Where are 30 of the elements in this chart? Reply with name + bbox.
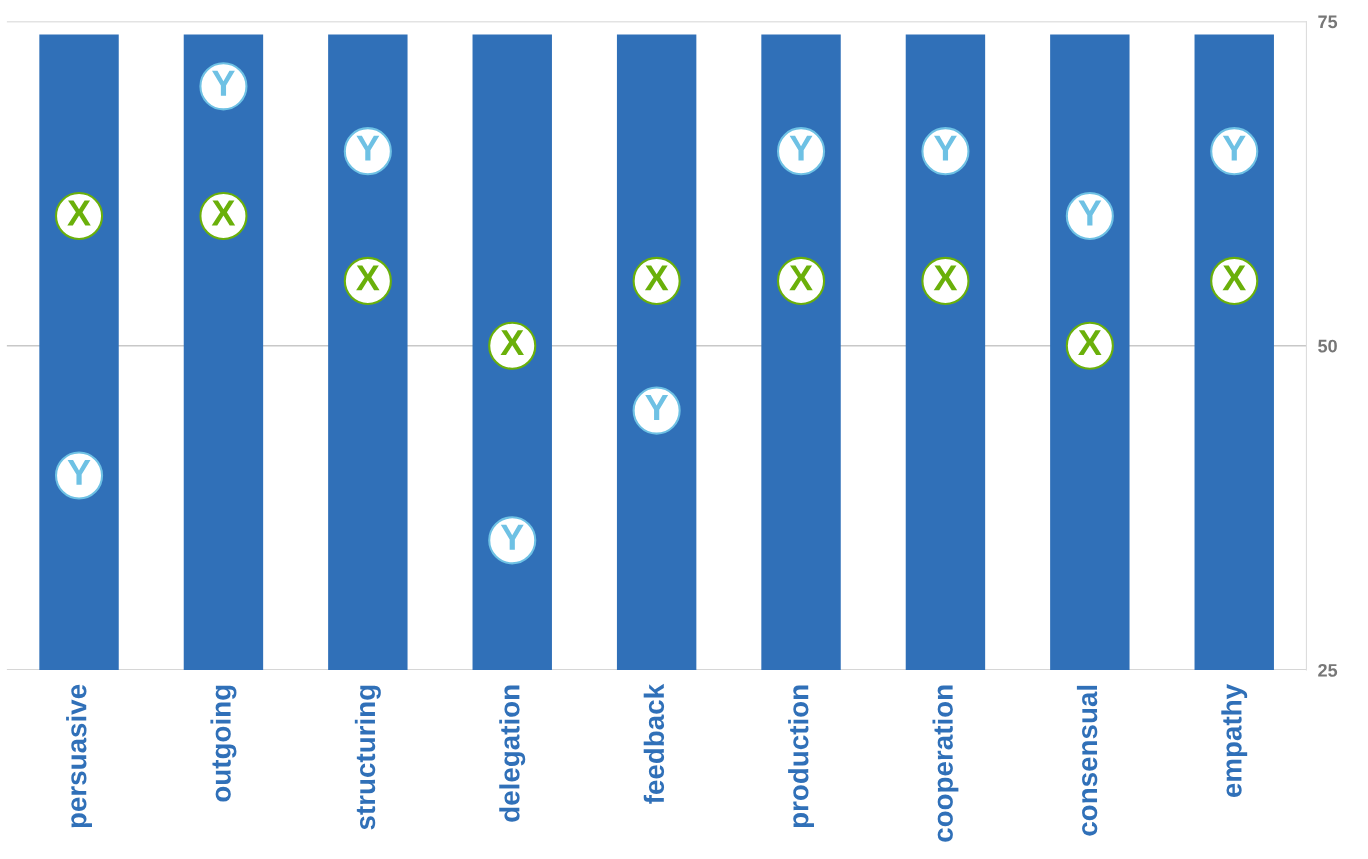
x-tick-label: production — [788, 685, 814, 828]
text: X — [933, 265, 958, 291]
text: Y — [645, 395, 669, 420]
series-label: X — [1078, 330, 1102, 356]
text: X — [356, 265, 380, 291]
text: Y — [500, 524, 524, 550]
x-tick-label: delegation — [499, 685, 526, 822]
y-tick-label: 75 — [1318, 15, 1338, 29]
text: Y — [212, 70, 235, 96]
text: X — [500, 330, 524, 356]
text: X — [67, 200, 91, 226]
y-tick-label: 25 — [1318, 663, 1338, 677]
y-tick-label: 50 — [1318, 339, 1337, 353]
x-tick-label: feedback — [643, 683, 665, 804]
x-tick-label: cooperation — [932, 685, 959, 842]
text: X — [644, 265, 669, 291]
text: Y — [789, 135, 813, 161]
x-tick-label: persuasive — [66, 684, 92, 828]
x-tick-label: consensual — [1076, 685, 1098, 836]
x-tick-label: structuring — [354, 685, 381, 830]
x-tick-label: outgoing — [210, 685, 237, 802]
text: X — [1222, 265, 1246, 291]
x-tick-label: empathy — [1221, 684, 1248, 798]
text: X — [789, 265, 813, 291]
text: Y — [356, 135, 380, 161]
text: Y — [1078, 200, 1102, 226]
text: Y — [934, 135, 957, 161]
text: X — [211, 200, 236, 226]
series-label: Y — [67, 459, 91, 485]
text: Y — [1222, 135, 1246, 161]
